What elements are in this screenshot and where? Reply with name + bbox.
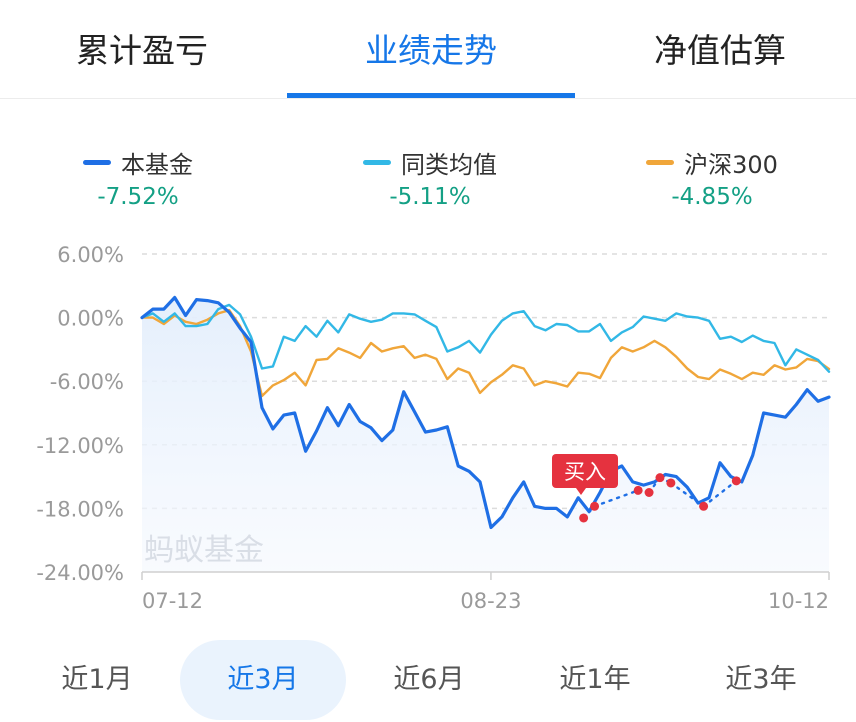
buy-point <box>590 501 600 511</box>
period-3-years[interactable]: 近3年 <box>725 664 797 695</box>
y-tick-label: 0.00% <box>57 307 124 331</box>
buy-point <box>699 501 709 511</box>
buy-point <box>633 485 643 495</box>
period-1-month[interactable]: 近1月 <box>61 664 133 695</box>
buy-tag-label: 买入 <box>564 460 606 484</box>
legend-item-fund: 本基金 -7.52% <box>38 145 238 210</box>
y-tick-label: -18.00% <box>36 497 124 521</box>
x-tick-label: 08-23 <box>460 589 521 613</box>
period-3-months[interactable]: 近3月 <box>180 640 346 720</box>
buy-point <box>655 473 665 483</box>
watermark: 蚂蚁基金 <box>144 533 264 568</box>
legend-swatch-hs300 <box>646 160 675 165</box>
buy-path-dotted <box>593 489 640 508</box>
tab-cumulative-pnl[interactable]: 累计盈亏 <box>76 31 208 70</box>
buy-path-dotted <box>669 481 705 508</box>
x-tick-label: 10-12 <box>768 589 829 613</box>
buy-path-dotted <box>702 479 738 508</box>
legend-value-fund: -7.52% <box>97 184 179 210</box>
active-tab-indicator <box>287 93 575 98</box>
tab-nav-estimate[interactable]: 净值估算 <box>654 31 786 70</box>
fund-line <box>140 295 831 530</box>
period-selector: 近1月 近3月 近6月 近1年 近3年 <box>0 640 856 720</box>
peer-average-line <box>140 303 831 373</box>
buy-point <box>731 476 741 486</box>
y-tick-label: -24.00% <box>36 561 124 585</box>
legend-label-fund: 本基金 <box>121 151 193 179</box>
legend-value-peer-average: -5.11% <box>389 184 471 210</box>
performance-chart[interactable]: 6.00% 0.00% -6.00% -12.00% -18.00% -24.00% 蚂蚁基… <box>0 230 856 622</box>
legend-label-hs300: 沪深300 <box>684 151 778 179</box>
buy-tag-pointer <box>576 488 586 495</box>
legend-item-peer-average: 同类均值 -5.11% <box>330 145 530 210</box>
buy-point <box>644 488 654 497</box>
legend-swatch-peer-average <box>363 160 391 165</box>
legend-swatch-fund <box>83 160 111 165</box>
legend-label-peer-average: 同类均值 <box>401 151 497 179</box>
period-1-year[interactable]: 近1年 <box>559 664 631 695</box>
fund-area-fill <box>142 297 829 572</box>
buy-point <box>666 478 676 488</box>
y-tick-label: -6.00% <box>50 370 124 394</box>
buy-tag-background <box>552 454 618 488</box>
buy-point <box>579 513 589 523</box>
tab-performance-trend[interactable]: 业绩走势 <box>365 31 497 70</box>
y-tick-label: 6.00% <box>57 243 124 267</box>
x-tick-label: 07-12 <box>142 589 203 613</box>
period-6-months[interactable]: 近6月 <box>393 664 465 695</box>
legend-item-hs300: 沪深300 -4.85% <box>612 145 812 210</box>
y-tick-label: -12.00% <box>36 434 124 458</box>
legend-value-hs300: -4.85% <box>671 184 753 210</box>
tab-bar: 累计盈亏 业绩走势 净值估算 <box>0 0 856 99</box>
